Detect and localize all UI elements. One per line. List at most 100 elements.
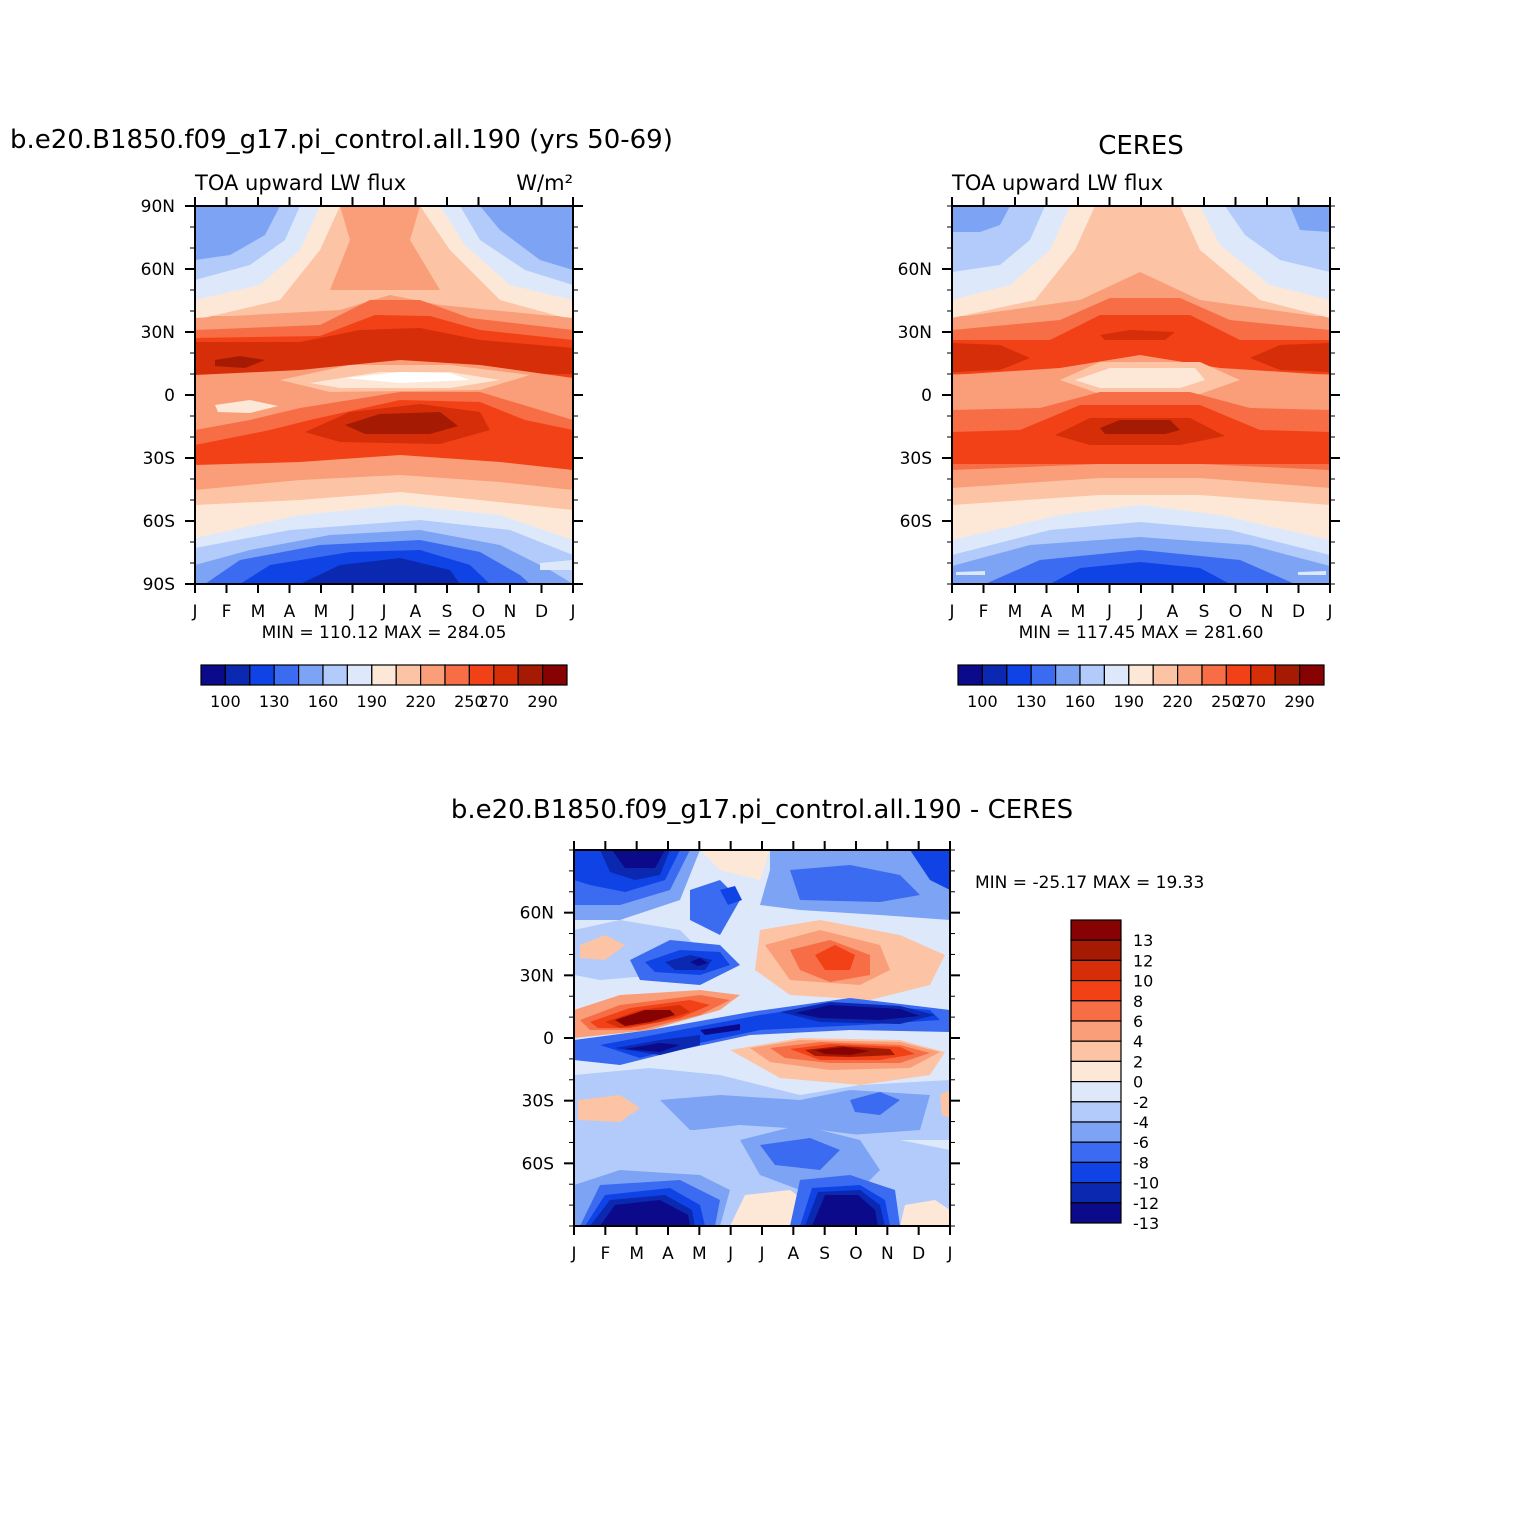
difference-x-tick-label: M	[692, 1244, 707, 1264]
model-colorbar-box	[371, 664, 397, 686]
ceres-colorbar-box	[1054, 664, 1081, 686]
difference-colorbar-label: 6	[1133, 1012, 1143, 1031]
difference-colorbar-box	[1070, 939, 1122, 962]
model-colorbar-box	[224, 664, 251, 686]
diff-np-5	[612, 850, 665, 868]
difference-x-tick-label: J	[758, 1244, 764, 1264]
model-colorbar-label: 130	[259, 692, 290, 711]
difference-colorbar-label: 4	[1133, 1032, 1143, 1051]
difference-y-tick-label: 30S	[522, 1092, 554, 1112]
ceres-colorbar-box	[1006, 664, 1032, 686]
ceres-colorbar-box	[1250, 664, 1276, 686]
ceres-x-tick-label: M	[1008, 602, 1023, 622]
ceres-nh-sub-3	[952, 315, 1330, 374]
model-colorbar-label: 190	[357, 692, 388, 711]
model-x-tick-label: J	[569, 602, 575, 622]
model-colorbar-box	[200, 664, 226, 686]
ceres-left-label: TOA upward LW flux	[951, 171, 1163, 195]
diff-eq-18	[815, 1047, 870, 1055]
model-sp-5	[300, 558, 460, 584]
difference-colorbar-box	[1070, 1080, 1122, 1103]
model-x-tick-label: S	[442, 602, 453, 622]
difference-colorbar-box	[1070, 1121, 1122, 1143]
model-colorbar-box	[493, 664, 519, 686]
difference-colorbar-box	[1070, 959, 1122, 982]
model-colorbar-box	[395, 664, 422, 686]
ceres-colorbar-label: 250	[1211, 692, 1242, 711]
difference-colorbar-label: 8	[1133, 992, 1143, 1011]
model-stats: MIN = 110.12 MAX = 284.05	[262, 623, 507, 643]
model-colorbar-box	[517, 664, 544, 686]
ceres-y-tick-label: 60N	[898, 260, 932, 280]
difference-x-tick-label: N	[881, 1244, 894, 1264]
ceres-north-coldest-left	[952, 206, 1010, 232]
model-x-tick-label: D	[535, 602, 548, 622]
ceres-colorbar-box	[1128, 664, 1154, 686]
model-x-tick-label: A	[284, 602, 296, 622]
diff-sm-5	[940, 1090, 950, 1118]
difference-x-tick-label: O	[849, 1244, 862, 1264]
difference-y-tick-label: 0	[543, 1029, 554, 1049]
ceres-x-tick-label: N	[1261, 602, 1274, 622]
ceres-north-coldest-right	[1290, 206, 1330, 232]
difference-x-tick-label: A	[662, 1244, 674, 1264]
difference-colorbar-label: -6	[1133, 1133, 1149, 1152]
ceres-sh-sub-4	[1100, 420, 1180, 434]
model-sp-6	[540, 560, 573, 570]
model-colorbar-label: 290	[527, 692, 558, 711]
diff-sh-8	[600, 1200, 690, 1226]
diff-eq-11	[795, 1005, 920, 1020]
ceres-colorbar-box	[1152, 664, 1179, 686]
difference-y-tick-label: 60N	[520, 904, 554, 924]
ceres-x-tick-label: D	[1292, 602, 1305, 622]
difference-x-tick-label: D	[912, 1244, 925, 1264]
difference-colorbar-label: -2	[1133, 1093, 1149, 1112]
ceres-colorbar-label: 270	[1236, 692, 1267, 711]
ceres-colorbar-box	[1079, 664, 1105, 686]
ceres-stats: MIN = 117.45 MAX = 281.60	[1019, 623, 1264, 643]
diff-sm-4	[850, 1092, 900, 1115]
difference-field	[574, 850, 950, 1226]
difference-x-tick-label: A	[788, 1244, 800, 1264]
model-panel: b.e20.B1850.f09_g17.pi_control.all.190 (…	[10, 125, 673, 711]
model-nh-sub-5	[215, 356, 265, 368]
ceres-y-tick-label: 30N	[898, 323, 932, 343]
model-y-tick-label: 30N	[141, 323, 175, 343]
ceres-x-tick-label: J	[1137, 602, 1143, 622]
ceres-title: CERES	[1098, 131, 1184, 161]
difference-colorbar-label: 0	[1133, 1073, 1143, 1092]
difference-x-tick-label: S	[819, 1244, 830, 1264]
ceres-panel: CERES TOA upward LW flux	[898, 131, 1340, 711]
model-north-warm	[330, 206, 440, 290]
difference-colorbar-label: 2	[1133, 1052, 1143, 1071]
model-x-tick-label: M	[314, 602, 329, 622]
model-y-tick-label: 90N	[141, 197, 175, 217]
difference-y-tick-label: 60S	[522, 1154, 554, 1174]
diff-eq-12	[700, 1024, 740, 1035]
model-eq-5	[215, 400, 278, 413]
ceres-x-tick-label: S	[1199, 602, 1210, 622]
ceres-colorbar-box	[957, 664, 983, 686]
difference-colorbar-box	[1070, 919, 1122, 941]
ceres-sp-6	[956, 571, 985, 575]
difference-colorbar-label: -10	[1133, 1174, 1159, 1193]
ceres-colorbar-box	[981, 664, 1008, 686]
ceres-y-tick-label: 30S	[900, 449, 932, 469]
model-colorbar-label: 250	[454, 692, 485, 711]
model-colorbar-box	[249, 664, 275, 686]
ceres-x-tick-label: M	[1071, 602, 1086, 622]
ceres-colorbar-box	[1176, 664, 1203, 686]
model-y-tick-label: 60S	[143, 512, 175, 532]
ceres-nh-sub-5	[1250, 343, 1330, 372]
ceres-x-tick-label: A	[1167, 602, 1179, 622]
difference-colorbar-label: 12	[1133, 951, 1153, 970]
model-colorbar-box	[420, 664, 446, 686]
model-north-coldest-left	[195, 206, 280, 260]
difference-stats: MIN = -25.17 MAX = 19.33	[975, 873, 1204, 893]
diff-nm-2	[580, 935, 625, 960]
